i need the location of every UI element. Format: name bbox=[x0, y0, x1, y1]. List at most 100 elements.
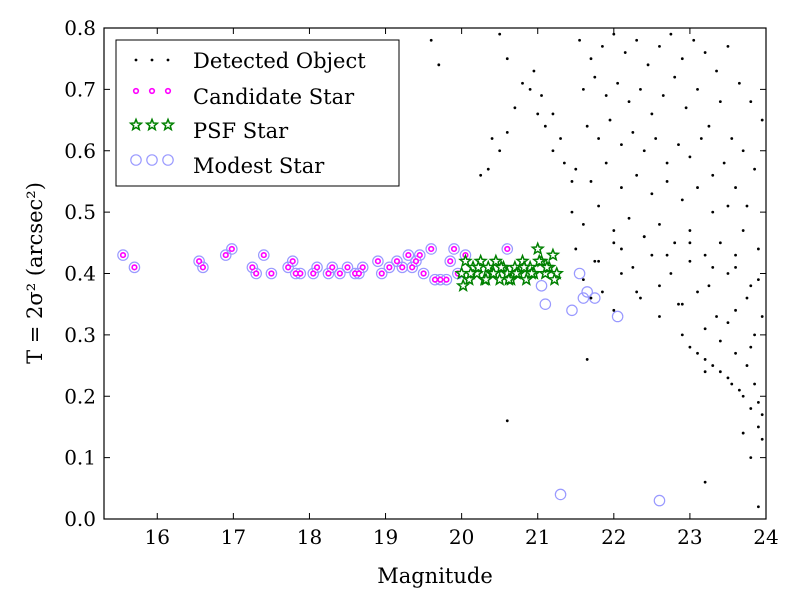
data-point bbox=[581, 87, 585, 91]
data-point bbox=[310, 270, 317, 277]
data-point bbox=[718, 339, 722, 343]
data-point bbox=[665, 161, 669, 165]
data-point bbox=[673, 241, 677, 245]
data-point bbox=[711, 265, 715, 269]
legend-label: Candidate Star bbox=[193, 85, 355, 109]
data-point bbox=[745, 204, 749, 208]
data-point bbox=[627, 216, 631, 220]
data-point bbox=[756, 400, 760, 404]
data-point bbox=[696, 87, 699, 91]
data-point bbox=[420, 270, 427, 277]
data-point bbox=[688, 259, 692, 263]
data-point bbox=[570, 180, 574, 183]
data-point bbox=[756, 505, 760, 509]
data-point bbox=[703, 370, 707, 374]
x-tick-label: 20 bbox=[449, 525, 474, 549]
data-point bbox=[753, 382, 756, 386]
data-point bbox=[604, 161, 608, 165]
data-point bbox=[577, 292, 590, 304]
data-point bbox=[680, 198, 684, 202]
data-point bbox=[286, 255, 299, 268]
data-point bbox=[718, 100, 722, 104]
data-point bbox=[117, 249, 129, 261]
data-point bbox=[722, 161, 726, 165]
data-point bbox=[257, 249, 270, 261]
x-axis: 16 17 18 19 20 21 22 23 24 bbox=[145, 28, 779, 549]
data-point bbox=[504, 245, 511, 253]
data-point bbox=[532, 69, 536, 73]
data-point bbox=[450, 245, 458, 253]
data-point bbox=[545, 247, 561, 262]
data-point bbox=[429, 38, 433, 42]
data-point bbox=[528, 87, 532, 91]
plot-area bbox=[117, 32, 764, 509]
data-point bbox=[726, 272, 730, 275]
data-point bbox=[486, 167, 490, 171]
y-tick-label: 0.3 bbox=[64, 323, 96, 347]
data-point bbox=[711, 210, 715, 214]
data-point bbox=[581, 286, 593, 298]
data-point bbox=[372, 255, 384, 268]
x-tick-label: 22 bbox=[601, 525, 626, 549]
data-point bbox=[612, 308, 616, 312]
data-point bbox=[425, 243, 437, 255]
legend-item: PSF Star bbox=[128, 117, 289, 143]
data-point bbox=[356, 261, 369, 274]
data-point bbox=[566, 304, 578, 317]
data-point bbox=[409, 264, 416, 271]
data-point bbox=[406, 261, 418, 274]
data-point bbox=[326, 261, 339, 274]
data-point bbox=[570, 210, 574, 214]
data-point bbox=[549, 265, 565, 280]
data-point bbox=[493, 259, 509, 274]
data-point bbox=[498, 149, 502, 153]
x-axis-title: Magnitude bbox=[377, 564, 493, 588]
data-point bbox=[749, 456, 753, 460]
data-point bbox=[703, 480, 707, 484]
data-point bbox=[734, 186, 737, 189]
data-point bbox=[760, 437, 764, 441]
x-tick-label: 18 bbox=[297, 525, 322, 549]
data-point bbox=[386, 264, 393, 271]
data-point bbox=[726, 204, 730, 208]
data-point bbox=[197, 261, 209, 274]
data-point bbox=[562, 161, 566, 165]
data-point bbox=[531, 253, 547, 268]
data-point bbox=[543, 124, 547, 128]
legend-marker bbox=[134, 58, 138, 62]
y-tick-label: 0.0 bbox=[64, 507, 96, 531]
data-point bbox=[383, 261, 396, 274]
legend: Detected Object Candidate Star PSF Star Mod… bbox=[115, 39, 400, 187]
data-point bbox=[268, 270, 275, 277]
data-point bbox=[416, 251, 423, 259]
data-point bbox=[249, 264, 256, 271]
data-point bbox=[297, 270, 304, 277]
data-point bbox=[707, 124, 711, 128]
data-point bbox=[741, 394, 745, 398]
data-point bbox=[703, 253, 707, 257]
data-point bbox=[726, 321, 730, 324]
data-point bbox=[703, 358, 707, 361]
data-point bbox=[734, 265, 737, 269]
data-point bbox=[756, 425, 760, 429]
data-point bbox=[513, 106, 517, 110]
x-tick-label: 19 bbox=[373, 525, 398, 549]
series-detected-object bbox=[429, 32, 764, 509]
data-point bbox=[593, 75, 597, 79]
data-point bbox=[501, 243, 514, 255]
data-point bbox=[222, 251, 229, 259]
data-point bbox=[745, 296, 749, 300]
data-point bbox=[479, 173, 483, 177]
data-point bbox=[455, 278, 471, 293]
y-tick-label: 0.7 bbox=[64, 77, 96, 101]
y-tick-label: 0.6 bbox=[64, 139, 96, 163]
data-point bbox=[597, 137, 600, 140]
data-point bbox=[443, 276, 450, 283]
legend-marker bbox=[144, 117, 160, 132]
data-point bbox=[196, 258, 203, 265]
data-point bbox=[760, 413, 764, 417]
data-point bbox=[669, 272, 673, 275]
data-point bbox=[540, 94, 543, 97]
data-point bbox=[285, 264, 292, 271]
data-point bbox=[250, 267, 262, 280]
